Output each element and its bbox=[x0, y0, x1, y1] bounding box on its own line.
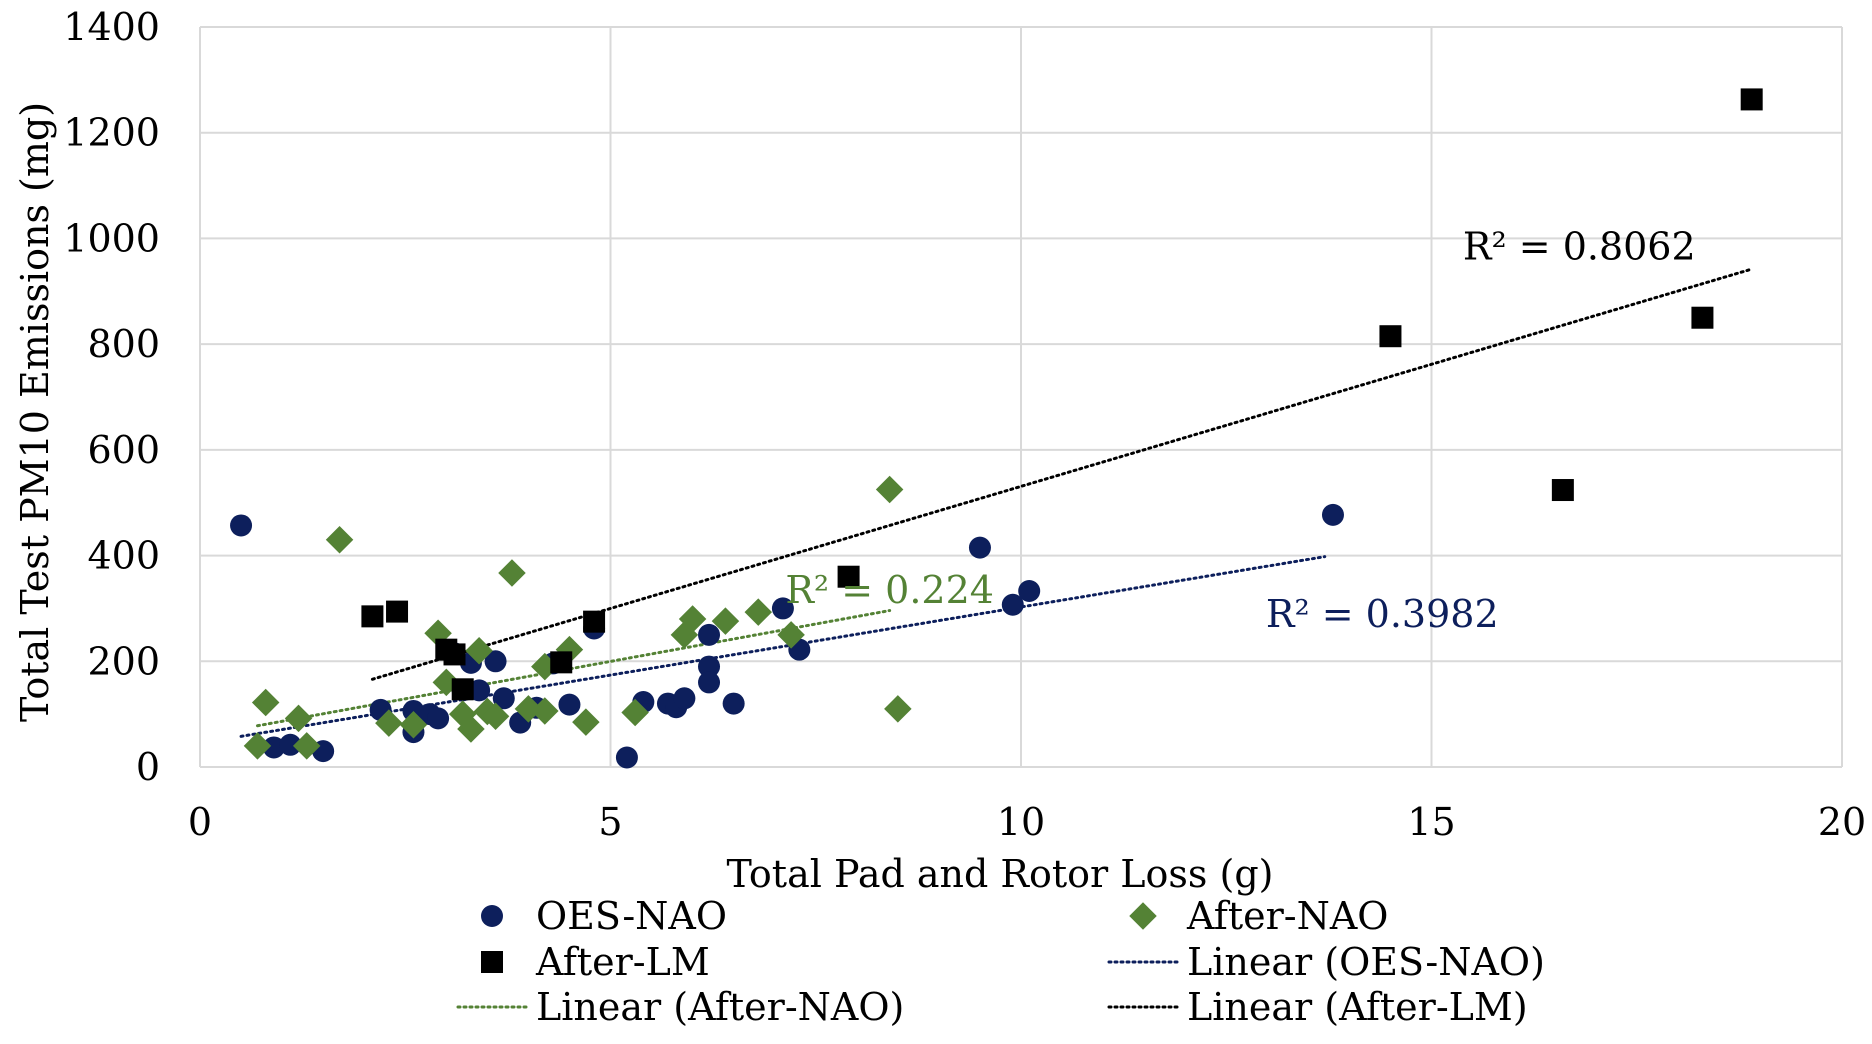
oes-nao-point bbox=[558, 693, 581, 716]
after-nao-point bbox=[531, 697, 559, 725]
legend-label: Linear (OES-NAO) bbox=[1187, 940, 1545, 984]
legend-item: Linear (OES-NAO) bbox=[1107, 940, 1545, 984]
y-tick-label: 400 bbox=[87, 534, 160, 578]
r2-annotation: R² = 0.3982 bbox=[1266, 592, 1499, 636]
y-tick-label: 1200 bbox=[63, 111, 160, 155]
after-nao-point bbox=[465, 636, 493, 665]
after-nao-point bbox=[457, 715, 485, 743]
legend-label: Linear (After-LM) bbox=[1187, 985, 1528, 1029]
r2-annotation: R² = 0.224 bbox=[785, 568, 994, 612]
data-points bbox=[230, 88, 1763, 769]
oes-nao-point bbox=[230, 514, 253, 537]
r2-annotations: R² = 0.3982 R² = 0.224 R² = 0.8062 bbox=[785, 225, 1695, 636]
x-axis-label: Total Pad and Rotor Loss (g) bbox=[727, 852, 1274, 896]
y-tick-label: 1400 bbox=[63, 5, 160, 49]
oes-nao-point bbox=[1321, 503, 1344, 526]
y-tick-label: 800 bbox=[87, 322, 160, 366]
after-nao-point bbox=[243, 732, 272, 760]
y-tick-label: 200 bbox=[87, 639, 160, 683]
after-lm-point bbox=[361, 605, 384, 628]
legend-label: Linear (After-NAO) bbox=[536, 985, 904, 1029]
legend: OES-NAO After-NAO After-LM Linear (OES-NAO)… bbox=[456, 894, 1545, 1029]
oes-nao-point bbox=[1001, 593, 1024, 616]
x-tick-label: 0 bbox=[188, 800, 212, 844]
x-tick-label: 20 bbox=[1818, 800, 1866, 844]
after-lm-point bbox=[1740, 88, 1763, 111]
oes-nao-point bbox=[771, 597, 794, 620]
r2-annotation: R² = 0.8062 bbox=[1463, 225, 1696, 269]
after-nao-point bbox=[399, 710, 428, 739]
after-nao-point bbox=[292, 732, 321, 760]
after-nao-point bbox=[514, 695, 543, 723]
after-nao-point bbox=[481, 702, 510, 731]
axes: 0 200 400 600 800 1000 1200 1400 0 5 10 15 20 bbox=[63, 5, 1866, 844]
legend-item: After-LM bbox=[481, 940, 710, 984]
after-nao-point bbox=[777, 621, 805, 649]
after-nao-point bbox=[284, 704, 313, 733]
after-nao-point bbox=[744, 598, 773, 626]
after-nao-point bbox=[711, 607, 740, 635]
legend-after-lm-marker bbox=[481, 951, 503, 973]
oes-nao-point bbox=[615, 746, 638, 769]
after-nao-point bbox=[375, 709, 403, 737]
after-lm-point bbox=[1379, 325, 1402, 348]
legend-item: Linear (After-NAO) bbox=[456, 985, 904, 1029]
oes-nao-point bbox=[1018, 579, 1041, 602]
oes-nao-point bbox=[968, 536, 991, 559]
after-lm-point bbox=[583, 610, 606, 633]
after-lm-point bbox=[837, 565, 860, 588]
x-tick-label: 15 bbox=[1407, 800, 1455, 844]
legend-after-nao-marker bbox=[1129, 902, 1157, 930]
after-nao-point bbox=[498, 559, 526, 587]
y-tick-label: 1000 bbox=[63, 216, 160, 260]
after-lm-point bbox=[1691, 306, 1714, 329]
after-lm-point bbox=[550, 651, 573, 674]
legend-item: OES-NAO bbox=[481, 894, 727, 938]
oes-nao-point bbox=[484, 650, 507, 673]
y-tick-label: 0 bbox=[136, 745, 160, 789]
trendline-3 bbox=[370, 267, 1754, 681]
oes-nao-point bbox=[698, 623, 721, 646]
oes-nao-point bbox=[279, 733, 302, 756]
after-nao-point bbox=[884, 695, 912, 723]
oes-nao-point bbox=[492, 687, 515, 710]
legend-label: OES-NAO bbox=[536, 894, 727, 938]
after-nao-point bbox=[572, 708, 600, 736]
x-tick-label: 5 bbox=[598, 800, 622, 844]
oes-nao-point bbox=[698, 655, 721, 678]
after-lm-point bbox=[451, 678, 474, 701]
after-nao-point bbox=[678, 605, 707, 633]
legend-item: Linear (After-LM) bbox=[1107, 985, 1528, 1029]
after-nao-point bbox=[251, 688, 280, 717]
legend-oes-nao-marker bbox=[481, 905, 503, 927]
oes-nao-point bbox=[427, 707, 450, 730]
after-nao-point bbox=[621, 698, 649, 727]
legend-label: After-NAO bbox=[1186, 894, 1388, 938]
after-lm-point bbox=[443, 643, 466, 666]
after-nao-point bbox=[325, 525, 354, 554]
oes-nao-point bbox=[698, 671, 721, 694]
oes-nao-point bbox=[262, 736, 285, 759]
legend-item: After-NAO bbox=[1129, 894, 1388, 938]
x-tick-label: 10 bbox=[997, 800, 1045, 844]
oes-nao-point bbox=[673, 687, 696, 710]
legend-label: After-LM bbox=[535, 940, 710, 984]
after-lm-point bbox=[1551, 479, 1574, 502]
after-lm-point bbox=[386, 600, 409, 623]
after-nao-point bbox=[875, 475, 904, 504]
y-tick-label: 600 bbox=[87, 428, 160, 472]
oes-nao-point bbox=[722, 692, 745, 715]
y-axis-label: Total Test PM10 Emissions (mg) bbox=[13, 102, 57, 722]
